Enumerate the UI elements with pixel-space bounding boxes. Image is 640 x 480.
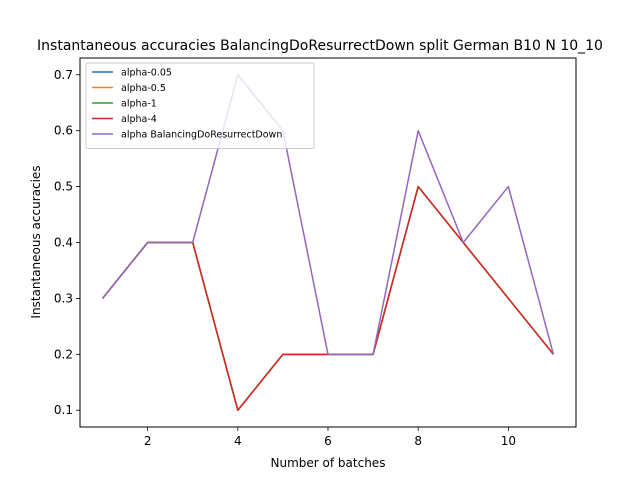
x-tick-label: 6 bbox=[324, 434, 332, 448]
x-tick-label: 8 bbox=[414, 434, 422, 448]
legend-entry: alpha-0.5 bbox=[121, 83, 166, 94]
legend-entry: alpha-1 bbox=[121, 99, 157, 110]
y-axis-label: Instantaneous accuracies bbox=[29, 165, 43, 318]
legend: alpha-0.05 alpha-0.5 alpha-1 alpha-4 alpha B… bbox=[86, 63, 314, 149]
chart-title: Instantaneous accuracies BalancingDoResu… bbox=[37, 38, 603, 54]
y-tick-label: 0.4 bbox=[54, 236, 73, 250]
x-axis: 2 4 6 8 10 bbox=[144, 427, 516, 448]
x-tick-label: 10 bbox=[501, 434, 516, 448]
legend-entry: alpha-4 bbox=[121, 114, 157, 125]
y-tick-label: 0.1 bbox=[54, 403, 73, 417]
y-tick-label: 0.6 bbox=[54, 124, 73, 138]
y-axis: 0.1 0.2 0.3 0.4 0.5 0.6 0.7 bbox=[54, 68, 80, 417]
x-tick-label: 2 bbox=[144, 434, 152, 448]
y-tick-label: 0.2 bbox=[54, 347, 73, 361]
y-tick-label: 0.7 bbox=[54, 68, 73, 82]
x-axis-label: Number of batches bbox=[271, 456, 386, 470]
y-tick-label: 0.5 bbox=[54, 180, 73, 194]
legend-entry: alpha-0.05 bbox=[121, 68, 172, 79]
y-tick-label: 0.3 bbox=[54, 291, 73, 305]
x-tick-label: 4 bbox=[234, 434, 242, 448]
legend-entry: alpha BalancingDoResurrectDown bbox=[121, 130, 282, 141]
